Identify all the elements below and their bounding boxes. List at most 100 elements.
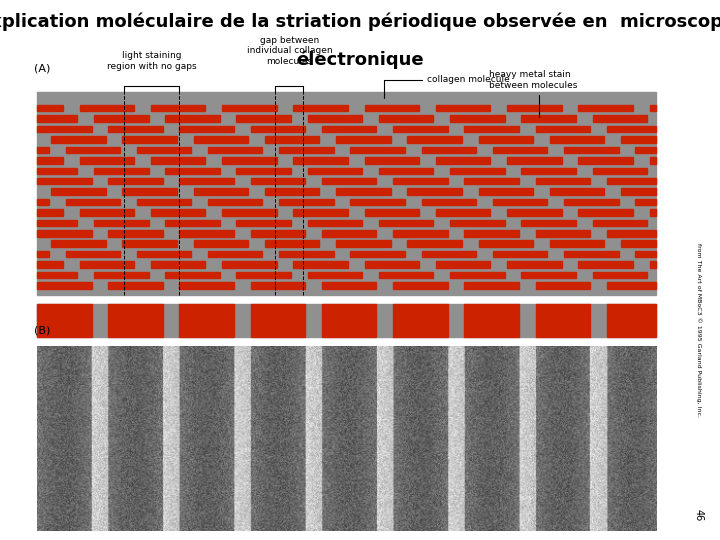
Bar (479, 188, 533, 195)
Bar (322, 178, 377, 185)
Bar (37, 251, 49, 258)
Bar (336, 188, 391, 195)
Bar (37, 116, 77, 122)
Bar (493, 199, 547, 205)
Bar (493, 147, 547, 153)
Bar (564, 147, 618, 153)
Bar (279, 251, 333, 258)
Bar (37, 209, 63, 215)
Bar (294, 261, 348, 268)
Bar (51, 188, 106, 195)
Bar (236, 272, 291, 278)
Bar (464, 126, 519, 132)
Bar (94, 116, 148, 122)
Bar (607, 178, 657, 185)
Bar (536, 282, 590, 288)
Bar (351, 147, 405, 153)
Text: 46: 46 (694, 509, 704, 521)
Bar (393, 178, 448, 185)
Bar (450, 272, 505, 278)
Bar (550, 188, 604, 195)
Bar (251, 282, 305, 288)
Bar (66, 251, 120, 258)
Bar (80, 261, 134, 268)
Bar (593, 272, 647, 278)
Bar (593, 116, 647, 122)
Bar (94, 272, 148, 278)
Bar (464, 230, 519, 237)
Text: électronique: électronique (296, 51, 424, 69)
Bar (265, 188, 320, 195)
Bar (265, 240, 320, 247)
Bar (635, 251, 657, 258)
Bar (521, 167, 576, 174)
Bar (450, 167, 505, 174)
Bar (108, 178, 163, 185)
Bar (294, 105, 348, 111)
Bar (607, 230, 657, 237)
Bar (179, 126, 234, 132)
Bar (37, 199, 49, 205)
Bar (37, 261, 63, 268)
Bar (137, 147, 192, 153)
Bar (635, 199, 657, 205)
Bar (37, 272, 77, 278)
Bar (578, 209, 633, 215)
Bar (208, 199, 263, 205)
Bar (307, 167, 362, 174)
Bar (479, 240, 533, 247)
Bar (51, 240, 106, 247)
Bar (336, 136, 391, 143)
Bar (37, 92, 657, 295)
Bar (536, 126, 590, 132)
Bar (307, 116, 362, 122)
Bar (108, 126, 163, 132)
Bar (379, 116, 433, 122)
Bar (607, 304, 657, 337)
Bar (80, 157, 134, 164)
Bar (564, 199, 618, 205)
Bar (294, 157, 348, 164)
Bar (165, 167, 220, 174)
Bar (593, 167, 647, 174)
Bar (379, 167, 433, 174)
Bar (151, 105, 205, 111)
Bar (521, 116, 576, 122)
Bar (550, 240, 604, 247)
Bar (450, 220, 505, 226)
Bar (251, 230, 305, 237)
Bar (621, 240, 657, 247)
Text: gap between
individual collagen
molecules: gap between individual collagen molecule… (246, 36, 332, 66)
Bar (536, 304, 590, 337)
Bar (137, 199, 192, 205)
Bar (194, 188, 248, 195)
Bar (607, 126, 657, 132)
Bar (351, 199, 405, 205)
Bar (422, 147, 476, 153)
Bar (578, 157, 633, 164)
Bar (607, 282, 657, 288)
Bar (108, 282, 163, 288)
Bar (464, 304, 519, 337)
Bar (37, 230, 91, 237)
Bar (479, 136, 533, 143)
Bar (521, 220, 576, 226)
Bar (137, 251, 192, 258)
Bar (393, 126, 448, 132)
Bar (364, 157, 419, 164)
Bar (37, 157, 63, 164)
Bar (66, 147, 120, 153)
Bar (265, 136, 320, 143)
Bar (408, 240, 462, 247)
Bar (179, 304, 234, 337)
Bar (165, 116, 220, 122)
Bar (393, 304, 448, 337)
Bar (37, 178, 91, 185)
Bar (408, 136, 462, 143)
Bar (322, 304, 377, 337)
Bar (222, 209, 276, 215)
Bar (649, 105, 657, 111)
Bar (578, 261, 633, 268)
Bar (521, 272, 576, 278)
Bar (307, 220, 362, 226)
